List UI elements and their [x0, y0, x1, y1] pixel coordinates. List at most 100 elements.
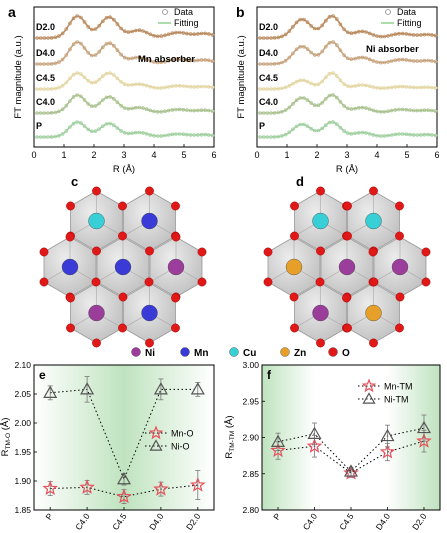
- data-point: [35, 87, 39, 91]
- panel-b-label: b: [236, 4, 245, 20]
- fit-line-P: [258, 121, 438, 138]
- data-point: [323, 123, 328, 127]
- structure-c: [39, 186, 207, 348]
- panel-f-y-label-unit: (Å): [224, 415, 235, 430]
- data-point: [38, 87, 43, 91]
- data-point: [112, 73, 116, 77]
- data-point: [68, 125, 72, 129]
- data-point: [177, 132, 182, 136]
- octahedron: [70, 282, 123, 344]
- data-point: [316, 52, 321, 57]
- data-point: [265, 36, 270, 40]
- data-point: [46, 87, 50, 91]
- data-point: [371, 59, 376, 63]
- atom-O: [342, 293, 351, 303]
- data-point: [119, 26, 123, 31]
- data-point: [46, 36, 50, 40]
- data-point: [155, 60, 160, 65]
- data-point: [166, 133, 171, 137]
- series-label-C4.5: C4.5: [36, 73, 55, 83]
- data-point: [400, 57, 405, 62]
- series-label-D4.0: D4.0: [259, 48, 278, 58]
- x-tick-label: 6: [211, 150, 216, 160]
- atom-legend-item-Ni: Ni: [131, 347, 155, 359]
- data-point: [411, 108, 416, 113]
- data-point: [141, 56, 145, 60]
- data-point: [334, 17, 339, 21]
- data-point: [389, 85, 394, 90]
- data-point: [68, 47, 72, 52]
- data-point: [60, 107, 65, 112]
- atom-Ni: [338, 258, 356, 276]
- data-point: [141, 131, 145, 135]
- atom-O: [395, 201, 404, 211]
- data-point: [408, 132, 412, 137]
- data-point: [349, 131, 354, 136]
- data-point: [170, 57, 175, 62]
- data-point: [93, 104, 98, 108]
- data-point: [323, 97, 328, 101]
- panel-b-y-label: FT magnitude (a.u.): [236, 35, 247, 118]
- data-point: [152, 109, 156, 114]
- data-point: [305, 20, 310, 25]
- point-triangle: [416, 420, 432, 434]
- data-point: [144, 57, 149, 62]
- data-point: [426, 32, 431, 37]
- data-point: [320, 23, 325, 28]
- panel-a-label: a: [8, 4, 16, 20]
- x-tick-label: P: [271, 511, 283, 522]
- panel-f-background: [262, 365, 440, 510]
- data-point: [334, 74, 339, 78]
- data-point: [192, 32, 196, 37]
- data-point: [265, 111, 270, 115]
- data-point: [342, 53, 346, 58]
- data-points-C4.0: [258, 93, 438, 115]
- data-point: [93, 80, 98, 84]
- data-point: [291, 102, 295, 106]
- atom-O: [66, 293, 75, 303]
- data-point: [203, 58, 207, 62]
- data-point: [400, 84, 405, 89]
- data-point: [177, 30, 182, 35]
- data-points-C4.5: [35, 71, 215, 91]
- x-tick-label: C4.0: [73, 511, 92, 532]
- series-label-D4.0: D4.0: [36, 48, 55, 58]
- data-point: [115, 100, 120, 105]
- data-point: [97, 127, 101, 131]
- data-point: [192, 85, 196, 89]
- series-label-D2.0: D2.0: [36, 22, 55, 32]
- atom-O: [66, 323, 75, 333]
- data-point: [287, 84, 292, 88]
- data-points-C4.5: [258, 71, 438, 91]
- data-point: [312, 26, 317, 31]
- data-point: [90, 80, 94, 85]
- x-tick-label: C4.0: [301, 511, 320, 532]
- data-point: [199, 84, 204, 89]
- data-point: [338, 100, 343, 104]
- data-point: [115, 48, 120, 53]
- data-point: [104, 122, 109, 126]
- x-tick-label: 3: [121, 150, 126, 160]
- data-point: [130, 106, 134, 111]
- y-tick-label: 2.90: [242, 433, 259, 443]
- data-point: [426, 108, 431, 112]
- panel-f-label: f: [267, 368, 272, 382]
- data-point: [400, 107, 405, 112]
- atom-Ni: [312, 304, 329, 322]
- data-point: [342, 104, 346, 108]
- atom-legend-item-O: O: [328, 347, 350, 359]
- x-tick-label: D4.0: [374, 511, 393, 532]
- panel-f-y-label: RTM-TM (Å): [224, 415, 236, 458]
- data-point: [356, 83, 361, 87]
- data-point: [181, 57, 186, 62]
- data-point: [280, 60, 284, 65]
- octahedron: [43, 236, 97, 298]
- data-point: [371, 85, 376, 89]
- data-point: [375, 86, 379, 90]
- data-point: [280, 34, 284, 39]
- legend-star: [148, 425, 164, 440]
- data-point: [382, 134, 387, 138]
- panel-f-y-label-sub: TM-TM: [229, 431, 236, 452]
- panel-a-legend-data-marker: [162, 9, 168, 15]
- y-tick-label: 2.10: [14, 360, 31, 370]
